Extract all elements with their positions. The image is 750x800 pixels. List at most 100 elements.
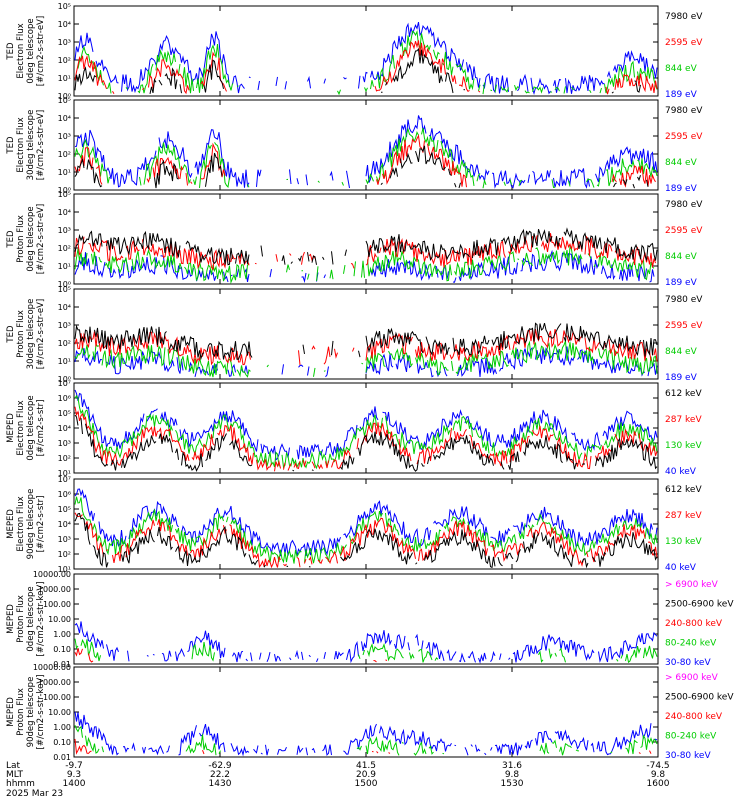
plot-frame xyxy=(73,666,659,758)
series-line xyxy=(74,134,656,188)
y-tick-label: 10³ xyxy=(58,439,71,448)
panel-1: 10⁰ 10¹ 10² 10³ 10⁴ 10⁵ TED Electron Flux 0deg t… xyxy=(6,2,703,101)
footer-mlt-value: 9.8 xyxy=(505,770,520,780)
y-axis-label-line: 0deg telescope xyxy=(26,18,36,83)
y-tick-label: 10¹ xyxy=(58,168,71,177)
y-tick-label: 10⁶ xyxy=(58,394,71,403)
series-line xyxy=(74,227,658,266)
y-tick-label: 10³ xyxy=(58,226,71,235)
y-tick-label: 10⁰ xyxy=(58,186,71,195)
y-axis-label-line: 90deg telescope xyxy=(26,489,36,560)
series-traces xyxy=(74,711,658,757)
y-tick-label: 10⁶ xyxy=(58,490,71,499)
y-axis-label-line: [#/cm2-s-str] xyxy=(36,496,46,553)
footer-lat-value: -62.9 xyxy=(208,761,232,771)
y-axis-label-line: Electron Flux xyxy=(16,400,26,455)
series-line xyxy=(75,649,653,663)
legend-entry: 844 eV xyxy=(665,252,698,262)
y-axis-label-line: TED xyxy=(6,325,16,344)
legend-entry: 7980 eV xyxy=(665,106,703,116)
footer-mlt-value: 22.2 xyxy=(210,770,230,780)
y-axis-label-line: Proton Flux xyxy=(16,310,26,358)
legend-entry: 287 keV xyxy=(665,415,702,425)
y-tick-label: 10³ xyxy=(58,132,71,141)
y-tick-label: 10⁵ xyxy=(58,190,71,199)
y-tick-label: 10.00 xyxy=(48,708,71,717)
legend-entry: 130 keV xyxy=(665,441,702,451)
plot-frame xyxy=(73,5,659,97)
y-tick-label: 1.00 xyxy=(53,723,71,732)
y-tick-label: 10⁴ xyxy=(58,208,71,217)
y-tick-label: 10² xyxy=(58,244,71,253)
panel-8: 0.01 0.10 1.00 10.00 100.00 1000.00 10000.00 ME… xyxy=(6,663,734,762)
y-axis-label-line: Proton Flux xyxy=(16,595,26,643)
y-tick-label: 10² xyxy=(58,150,71,159)
panel-6: 10¹ 10² 10³ 10⁴ 10⁵ 10⁶ 10⁷ MEPED Electron Flux 9… xyxy=(6,475,702,574)
y-tick-label: 10² xyxy=(58,339,71,348)
y-tick-label: 0.01 xyxy=(53,660,71,669)
y-tick-label: 10² xyxy=(58,550,71,559)
y-tick-label: 10000.00 xyxy=(33,570,71,579)
series-traces xyxy=(74,322,658,378)
legend-entry: 80-240 keV xyxy=(665,732,717,742)
legend-entry: 7980 eV xyxy=(665,12,703,22)
y-axis-label-line: 90deg telescope xyxy=(26,677,36,748)
y-axis-label-line: Electron Flux xyxy=(16,496,26,551)
footer-lat-value: -9.7 xyxy=(65,761,83,771)
y-tick-label: 10⁷ xyxy=(58,475,71,484)
y-tick-label: 10⁵ xyxy=(58,2,71,11)
series-line xyxy=(74,711,658,757)
legend-entry: 2595 eV xyxy=(665,38,703,48)
legend-entry: 612 keV xyxy=(665,485,702,495)
y-tick-label: 100.00 xyxy=(43,600,71,609)
series-line xyxy=(74,725,658,756)
y-tick-label: 10.00 xyxy=(48,615,71,624)
legend-entry: 189 eV xyxy=(665,278,698,288)
y-tick-label: 10¹ xyxy=(58,262,71,271)
y-tick-label: 10⁰ xyxy=(58,280,71,289)
legend-entry: 40 keV xyxy=(665,467,697,477)
plot-frame xyxy=(73,573,659,665)
panel-3: 10⁰ 10¹ 10² 10³ 10⁴ 10⁵ TED Proton Flux 0deg tel… xyxy=(6,190,703,289)
y-axis-label-line: MEPED xyxy=(6,509,16,539)
y-axis-label-line: Electron Flux xyxy=(16,117,26,172)
y-axis-label-line: TED xyxy=(6,42,16,61)
y-tick-label: 10³ xyxy=(58,535,71,544)
legend-entry: 2500-6900 keV xyxy=(665,600,734,610)
legend-entry: 844 eV xyxy=(665,158,698,168)
legend-entry: 844 eV xyxy=(665,64,698,74)
legend-entry: 30-80 keV xyxy=(665,658,711,668)
y-tick-label: 10¹ xyxy=(58,469,71,478)
y-axis-label-line: 0deg telescope xyxy=(26,586,36,651)
panel-2: 10⁰ 10¹ 10² 10³ 10⁴ 10⁵ TED Electron Flux 30deg … xyxy=(6,96,703,195)
y-axis-label-line: MEPED xyxy=(6,697,16,727)
y-axis-label-line: [#/cm2-s-str-eV] xyxy=(36,299,46,369)
y-tick-label: 0.10 xyxy=(53,738,71,747)
y-axis-label-line: 0deg telescope xyxy=(26,395,36,460)
y-tick-label: 10³ xyxy=(58,321,71,330)
series-traces xyxy=(74,227,658,282)
legend-entry: 80-240 keV xyxy=(665,639,717,649)
y-tick-label: 10⁵ xyxy=(58,96,71,105)
y-tick-label: 10⁴ xyxy=(58,114,71,123)
legend-entry: 189 eV xyxy=(665,90,698,100)
footer-date: 2025 Mar 23 xyxy=(6,789,63,799)
footer-label-lat: Lat xyxy=(6,761,21,771)
y-tick-label: 10⁴ xyxy=(58,20,71,29)
footer-hhmm-value: 1400 xyxy=(63,779,86,789)
y-axis-label-line: [#/cm2-s-str-keV] xyxy=(36,675,46,750)
series-line xyxy=(74,621,658,664)
y-axis-label-line: [#/cm2-s-str-keV] xyxy=(36,582,46,657)
y-axis-label-line: [#/cm2-s-str-eV] xyxy=(36,16,46,86)
panel-7: 0.01 0.10 1.00 10.00 100.00 1000.00 10000.00 ME… xyxy=(6,570,734,669)
y-axis-label-line: TED xyxy=(6,136,16,155)
series-traces xyxy=(75,115,657,188)
footer-lat-value: 41.5 xyxy=(356,761,376,771)
series-line xyxy=(74,394,658,470)
y-tick-label: 10⁴ xyxy=(58,303,71,312)
y-tick-label: 10³ xyxy=(58,38,71,47)
y-axis-label-line: TED xyxy=(6,230,16,249)
panel-4: 10⁰ 10¹ 10² 10³ 10⁴ 10⁵ TED Proton Flux 30deg te… xyxy=(6,285,703,384)
y-axis-label-line: Proton Flux xyxy=(16,688,26,736)
footer-lat-value: -74.5 xyxy=(646,761,669,771)
